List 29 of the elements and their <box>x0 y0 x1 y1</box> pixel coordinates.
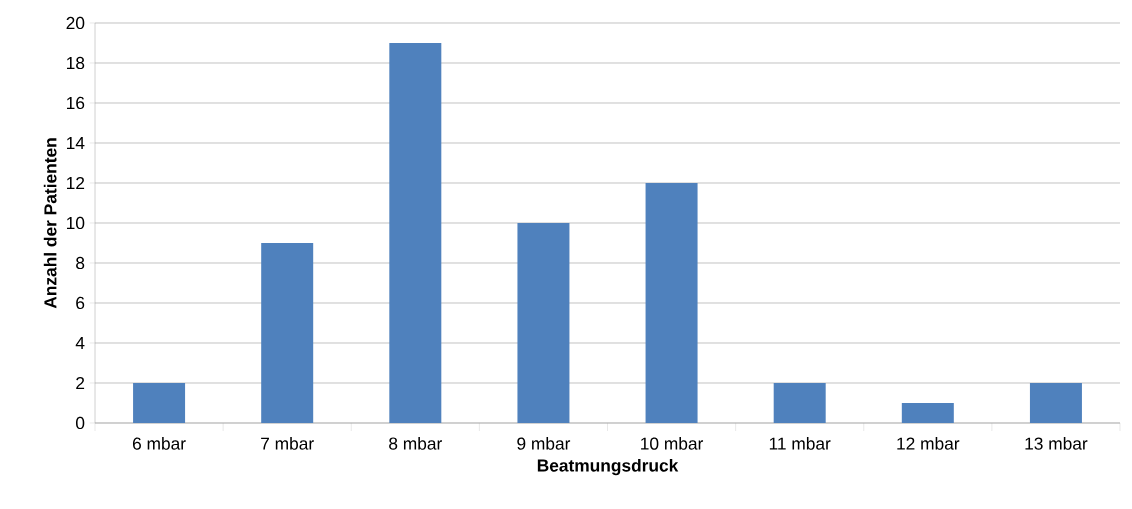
bar <box>645 182 698 423</box>
x-tick-label: 8 mbar <box>389 437 442 450</box>
bar <box>773 382 826 423</box>
bar <box>261 242 314 423</box>
y-tick-label: 20 <box>66 16 85 30</box>
y-tick-label: 8 <box>76 256 85 270</box>
y-tick-label: 16 <box>67 96 85 110</box>
bar <box>517 222 570 423</box>
y-tick-label: 18 <box>67 56 85 70</box>
x-tick-label: 12 mbar <box>897 437 960 450</box>
x-axis-title: Beatmungsdruck <box>537 458 679 476</box>
y-tick-label: 12 <box>67 176 85 190</box>
x-tick-label: 6 mbar <box>132 437 186 450</box>
y-axis-title: Anzahl der Patienten <box>43 138 57 309</box>
bar <box>901 402 954 423</box>
x-tick-label: 10 mbar <box>641 437 704 450</box>
y-tick-label: 14 <box>67 137 85 149</box>
x-tick-label: 9 mbar <box>517 437 571 450</box>
bar <box>133 382 186 423</box>
y-tick-label: 6 <box>76 296 85 310</box>
x-tick-label: 13 mbar <box>1025 437 1088 450</box>
y-tick-label: 2 <box>76 376 85 390</box>
y-tick-label: 10 <box>67 216 85 230</box>
bar <box>389 42 442 423</box>
y-tick-label: 0 <box>75 416 85 430</box>
x-tick-label: 11 mbar <box>769 437 831 450</box>
x-tick-label: 7 mbar <box>261 437 314 450</box>
y-tick-label: 4 <box>75 337 85 349</box>
bar <box>1029 382 1082 423</box>
